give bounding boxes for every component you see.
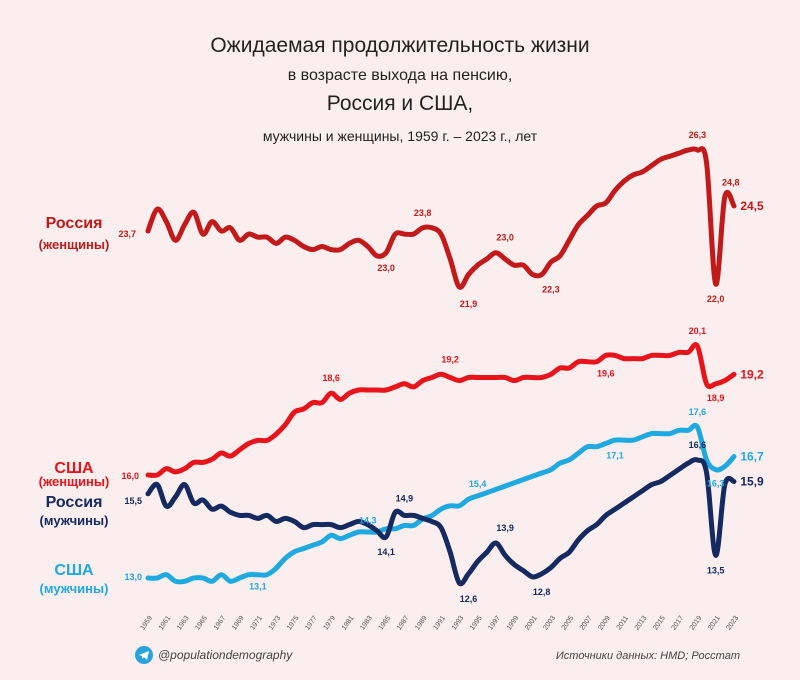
data-label-layer: 23,7 23,8 23,0 21,9 23,0 22,3 26,3 22,0 24,8 24,5…	[118, 130, 764, 604]
x-tick-1991: 1991	[432, 615, 447, 632]
series-sub-usa-men: (мужчины)	[40, 581, 109, 596]
x-tick-2015: 2015	[652, 615, 667, 632]
x-tick-1963: 1963	[176, 615, 191, 632]
x-tick-1959: 1959	[139, 615, 154, 632]
telegram-icon[interactable]	[135, 646, 153, 664]
series-line-usa-men	[145, 422, 737, 585]
series-line-usa-women	[145, 342, 737, 478]
x-tick-2009: 2009	[597, 615, 612, 632]
x-tick-1987: 1987	[396, 615, 411, 632]
data-label-russia-men-2019: 16,6	[689, 440, 707, 450]
data-label-usa-women-1979: 18,6	[322, 373, 340, 383]
data-label-usa-men-1959: 13,0	[124, 572, 142, 582]
data-label-russia-women-1998: 23,0	[496, 233, 514, 243]
x-tick-1985: 1985	[378, 615, 393, 632]
x-tick-2007: 2007	[579, 615, 594, 632]
series-sub-usa-women: (женщины)	[39, 474, 110, 489]
data-label-usa-women-2019: 20,1	[689, 326, 707, 336]
series-name-usa-women: США	[54, 460, 94, 477]
x-tick-2011: 2011	[616, 615, 630, 631]
x-tick-1989: 1989	[414, 615, 429, 632]
data-label-usa-women-1959: 16,0	[121, 471, 139, 481]
data-label-usa-women-1992: 19,2	[441, 354, 459, 364]
x-tick-1981: 1981	[341, 615, 356, 632]
end-value-russia-men: 15,9	[740, 475, 764, 489]
x-tick-1971: 1971	[249, 615, 264, 632]
series-name-russia-men: Россия	[46, 494, 103, 511]
x-tick-1965: 1965	[194, 615, 209, 632]
x-tick-1977: 1977	[304, 615, 319, 632]
x-tick-2001: 2001	[524, 615, 539, 632]
x-tick-2005: 2005	[561, 615, 576, 632]
data-label-russia-women-2003: 22,3	[542, 285, 560, 295]
data-label-usa-men-2010: 17,1	[606, 450, 624, 460]
series-layer	[145, 146, 737, 587]
data-label-usa-men-1971: 13,1	[249, 582, 267, 592]
data-label-russia-women-1959: 23,7	[118, 229, 136, 239]
footer-source: Источники данных: HMD; Росстат	[556, 650, 740, 662]
data-label-russia-men-1959: 15,5	[124, 496, 142, 506]
data-label-russia-women-2022: 24,8	[722, 178, 740, 188]
x-tick-1973: 1973	[268, 615, 283, 632]
chart-subtitle: мужчины и женщины, 1959 г. – 2023 г., ле…	[263, 128, 538, 144]
data-label-russia-women-2021: 22,0	[707, 294, 725, 304]
x-axis-ticks: 1959 1961 1963 1965 1967 1969 1971 1973 1975 1977…	[139, 615, 740, 632]
end-value-usa-men: 16,7	[740, 450, 764, 464]
x-tick-2013: 2013	[634, 615, 649, 632]
x-tick-2017: 2017	[671, 615, 686, 632]
data-label-russia-men-1994: 12,6	[460, 594, 478, 604]
x-tick-1979: 1979	[323, 615, 338, 632]
x-tick-1997: 1997	[487, 615, 502, 632]
footer-handle[interactable]: @populationdemography	[158, 648, 293, 662]
data-label-usa-men-2019: 17,6	[689, 407, 707, 417]
x-tick-1993: 1993	[451, 615, 466, 632]
data-label-russia-women-1994: 21,9	[460, 299, 478, 309]
x-tick-2021: 2021	[707, 615, 722, 632]
data-label-russia-men-2021: 13,5	[707, 565, 725, 575]
x-tick-1967: 1967	[213, 615, 228, 632]
x-tick-2023: 2023	[725, 615, 740, 632]
x-tick-1983: 1983	[359, 615, 374, 632]
series-sub-russia-women: (женщины)	[39, 237, 110, 252]
data-label-russia-women-1985: 23,0	[377, 263, 395, 273]
end-value-russia-women: 24,5	[740, 199, 764, 213]
x-tick-1995: 1995	[469, 615, 484, 632]
data-label-russia-women-2019: 26,3	[689, 130, 707, 140]
chart-title-line1: Ожидаемая продолжительность жизни	[210, 34, 589, 57]
data-label-usa-women-2009: 19,6	[597, 369, 615, 379]
x-tick-2019: 2019	[689, 615, 704, 632]
x-tick-1969: 1969	[231, 615, 246, 632]
x-tick-1999: 1999	[506, 615, 521, 632]
x-tick-2003: 2003	[542, 615, 557, 632]
series-name-usa-men: США	[54, 562, 94, 579]
chart-title-line3: Россия и США,	[327, 92, 474, 115]
chart-title-line2: в возрасте выхода на пенсию,	[288, 67, 513, 84]
data-label-russia-men-2002: 12,8	[533, 587, 551, 597]
x-tick-1975: 1975	[286, 615, 301, 632]
series-line-russia-women	[145, 146, 737, 290]
data-label-usa-men-1983: 14,3	[359, 515, 377, 525]
data-label-usa-men-2021: 16,3	[707, 479, 725, 489]
series-line-russia-men	[145, 457, 737, 587]
data-label-russia-men-1998: 13,9	[496, 523, 514, 533]
x-tick-1961: 1961	[158, 615, 173, 632]
end-value-usa-women: 19,2	[740, 367, 764, 381]
series-name-russia-women: Россия	[46, 215, 103, 232]
data-label-russia-women-1989: 23,8	[414, 208, 432, 218]
data-label-russia-men-1985: 14,1	[377, 547, 395, 557]
data-label-usa-women-2021: 18,9	[707, 393, 725, 403]
data-label-russia-men-1987: 14,9	[396, 493, 414, 503]
data-label-usa-men-1995: 15,4	[469, 479, 487, 489]
series-sub-russia-men: (мужчины)	[40, 513, 109, 528]
